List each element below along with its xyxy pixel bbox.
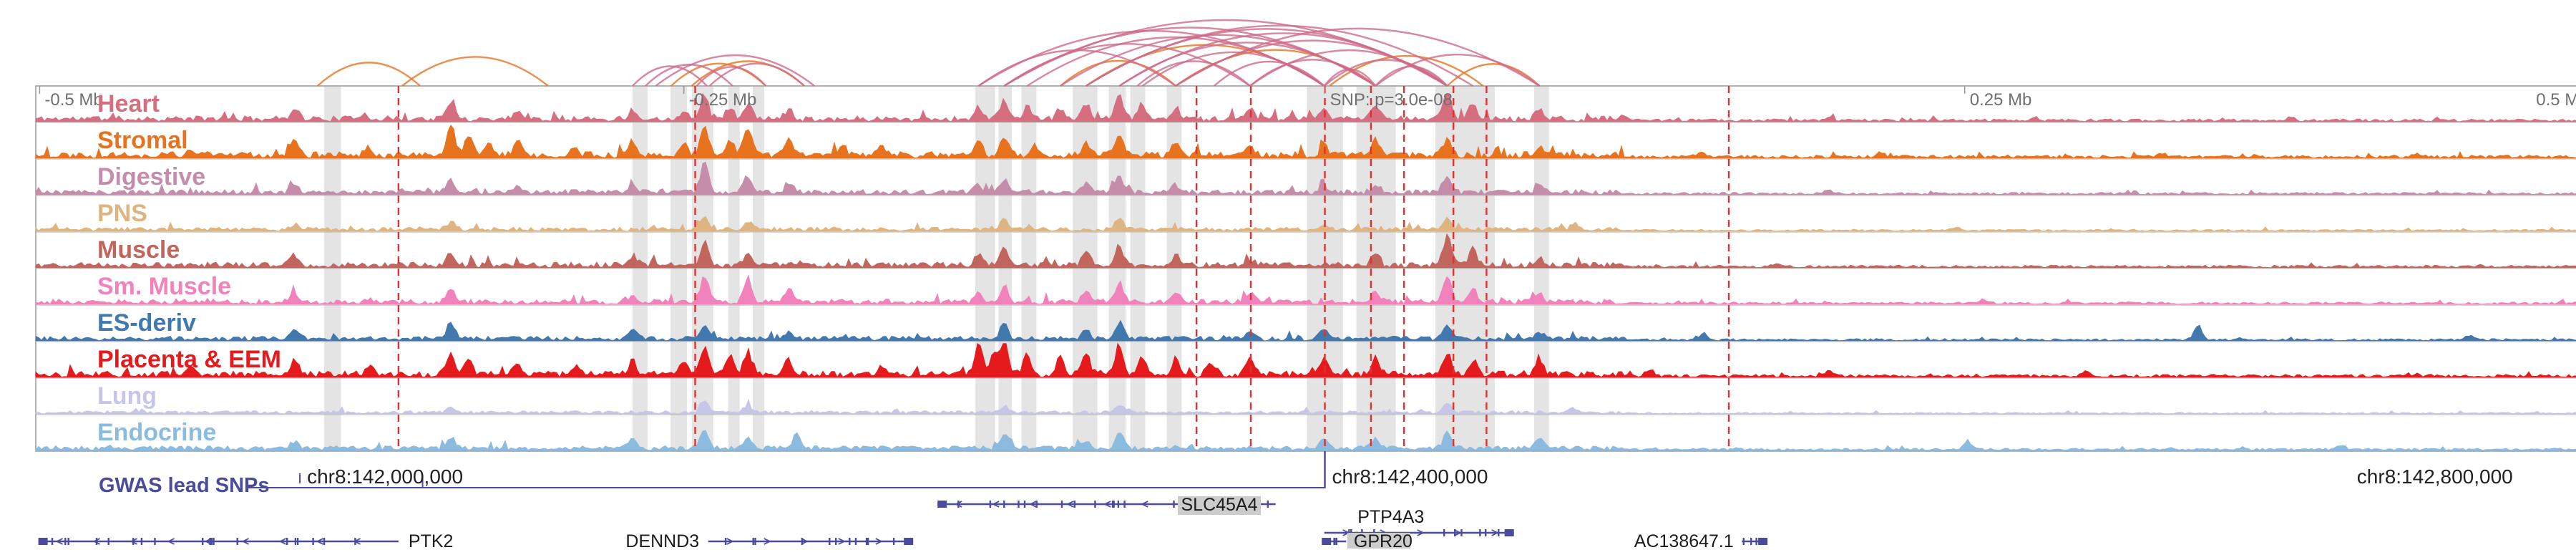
signal-heart: [35, 92, 2576, 122]
interaction-arc: [1214, 60, 1325, 87]
axis-label-4: 0.5 Mb: [2536, 90, 2576, 110]
gene-label-slc45a4: SLC45A4: [1181, 495, 1257, 515]
gene-dennd3: DENND3: [625, 531, 914, 549]
interaction-arc: [1323, 59, 1448, 87]
interaction-arc: [655, 54, 816, 87]
signal-stromal: [35, 124, 2576, 159]
signal-pns: [35, 216, 2576, 232]
gene-terminal-block: [38, 538, 48, 545]
strand-arrow: [1141, 501, 1148, 508]
track-label-heart: Heart: [97, 90, 160, 117]
track-label-muscle: Muscle: [97, 236, 180, 264]
interaction-arc: [670, 62, 767, 87]
track-label-lung: Lung: [97, 382, 157, 410]
gene-ptp4a3: PTP4A3: [1324, 507, 1514, 536]
layer-signals: [35, 92, 2576, 451]
track-label-stromal: Stromal: [97, 127, 188, 154]
interaction-arc: [696, 66, 767, 87]
signal-lung: [35, 398, 2576, 415]
signal-digestive: [35, 161, 2576, 195]
axis-label-2: SNP: p=3.0e-08: [1330, 90, 1453, 110]
gene-terminal-block: [1322, 538, 1332, 545]
coord-label-2: chr8:142,800,000: [2357, 465, 2513, 488]
gene-terminal-block: [937, 501, 947, 508]
track-label-digestive: Digestive: [97, 163, 205, 190]
gene-label-gpr20: GPR20: [1354, 531, 1413, 549]
layer-bottom: GWAS lead SNPs chr8:142,000,000 chr8:142,4…: [38, 451, 2513, 549]
strand-arrow: [955, 501, 962, 508]
strand-arrow: [1454, 529, 1462, 536]
strand-arrow: [1066, 501, 1074, 508]
layer-grid: [35, 85, 2576, 452]
interaction-arc: [401, 56, 549, 87]
coord-label-0: chr8:142,000,000: [307, 465, 463, 488]
interaction-arc: [1141, 51, 1325, 87]
gene-label-dennd3: DENND3: [625, 531, 699, 549]
interaction-arc: [1375, 54, 1541, 87]
track-label-sm-muscle: Sm. Muscle: [97, 273, 231, 300]
interaction-arc: [1060, 59, 1176, 87]
track-label-endocrine: Endocrine: [97, 419, 216, 446]
layer-axis: -0.5 Mb -0.25 Mb SNP: p=3.0e-08 0.25 Mb 0.5 …: [39, 86, 2576, 110]
strand-arrow: [1029, 501, 1037, 508]
signal-endocrine: [35, 430, 2576, 451]
gene-ptk2: PTK2: [38, 531, 454, 549]
gene-label-ptk2: PTK2: [409, 531, 454, 549]
gene-label-ptp4a3: PTP4A3: [1357, 507, 1424, 527]
interaction-arc: [632, 65, 708, 87]
signal-sm-muscle: [35, 274, 2576, 305]
epimap-locus-figure: -0.5 Mb -0.25 Mb SNP: p=3.0e-08 0.25 Mb 0.5 …: [29, 11, 2576, 549]
interaction-arc: [1136, 60, 1251, 87]
strand-arrow: [1491, 529, 1499, 536]
track-label-es-deriv: ES-deriv: [97, 309, 196, 337]
interaction-arc: [1446, 63, 1541, 87]
gene-terminal-block: [1758, 538, 1768, 545]
signal-placenta-eem: [35, 342, 2576, 378]
interaction-arc: [316, 62, 421, 87]
gene-label-ac138647-1: AC138647.1: [1634, 531, 1734, 549]
track-label-placenta-eem: Placenta & EEM: [97, 346, 281, 373]
interaction-arc: [1375, 65, 1448, 87]
gene-slc45a4: SLC45A4: [937, 495, 1276, 515]
strand-arrow: [992, 501, 1000, 508]
interaction-arc: [1249, 49, 1448, 87]
gene-terminal-block: [904, 538, 914, 545]
axis-label-1: -0.25 Mb: [689, 90, 757, 110]
interaction-arc: [708, 62, 805, 87]
gene-terminal-block: [1504, 529, 1514, 536]
track-label-pns: PNS: [97, 200, 147, 227]
axis-label-3: 0.25 Mb: [1970, 90, 2032, 110]
gwas-lead-snps-label: GWAS lead SNPs: [99, 474, 270, 497]
axis-label-0: -0.5 Mb: [44, 90, 102, 110]
strand-arrow: [1417, 529, 1425, 536]
coord-label-1: chr8:142,400,000: [1332, 465, 1488, 488]
signal-es-deriv: [35, 319, 2576, 342]
gene-ac138647-1: AC138647.1: [1634, 531, 1768, 549]
layer-arcs: [316, 19, 1541, 87]
layer-tracklabels: Heart Stromal Digestive PNS Muscle Sm. Muscle…: [97, 90, 281, 446]
strand-arrow: [1103, 501, 1111, 508]
gene-gpr20: GPR20: [1322, 531, 1413, 549]
gene-label-highlight: [1178, 496, 1261, 515]
interaction-arc: [1085, 24, 1474, 87]
locus-plot-canvas: -0.5 Mb -0.25 Mb SNP: p=3.0e-08 0.25 Mb 0.5 …: [35, 19, 2576, 549]
signal-muscle: [35, 233, 2576, 269]
layer-markers: [397, 86, 1730, 451]
